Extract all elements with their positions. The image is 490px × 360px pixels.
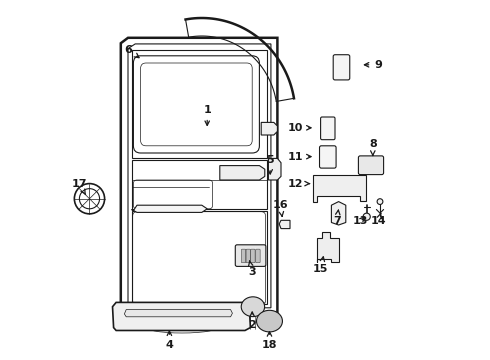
- Polygon shape: [269, 158, 281, 180]
- Text: 13: 13: [352, 216, 368, 226]
- Text: 17: 17: [72, 179, 87, 194]
- Text: 9: 9: [365, 60, 382, 70]
- Polygon shape: [279, 220, 290, 229]
- Text: 4: 4: [166, 331, 173, 350]
- Circle shape: [377, 199, 383, 204]
- Text: 12: 12: [288, 179, 309, 189]
- Text: 14: 14: [370, 213, 386, 226]
- FancyBboxPatch shape: [251, 249, 255, 263]
- Circle shape: [363, 213, 370, 220]
- FancyBboxPatch shape: [242, 249, 245, 263]
- Text: 5: 5: [267, 155, 274, 174]
- Polygon shape: [313, 175, 366, 202]
- FancyBboxPatch shape: [235, 245, 266, 266]
- Ellipse shape: [257, 310, 282, 332]
- Polygon shape: [220, 166, 265, 180]
- FancyBboxPatch shape: [246, 249, 250, 263]
- Polygon shape: [124, 310, 232, 317]
- Text: 6: 6: [124, 45, 139, 58]
- Text: 11: 11: [288, 152, 311, 162]
- Text: 7: 7: [333, 210, 341, 226]
- Text: 8: 8: [369, 139, 377, 155]
- Text: 10: 10: [288, 123, 311, 133]
- Polygon shape: [317, 232, 339, 262]
- FancyBboxPatch shape: [333, 55, 350, 80]
- FancyBboxPatch shape: [256, 249, 260, 263]
- Polygon shape: [261, 122, 277, 135]
- Text: 15: 15: [313, 257, 328, 274]
- FancyBboxPatch shape: [319, 146, 336, 168]
- Text: 16: 16: [272, 200, 288, 216]
- Text: 2: 2: [248, 312, 256, 330]
- FancyBboxPatch shape: [358, 156, 384, 175]
- Text: 1: 1: [203, 105, 211, 125]
- Polygon shape: [132, 205, 207, 212]
- FancyBboxPatch shape: [320, 117, 335, 140]
- Ellipse shape: [241, 297, 265, 317]
- Polygon shape: [113, 302, 250, 330]
- Polygon shape: [331, 202, 346, 225]
- Text: 18: 18: [262, 332, 277, 350]
- Text: 3: 3: [248, 261, 256, 277]
